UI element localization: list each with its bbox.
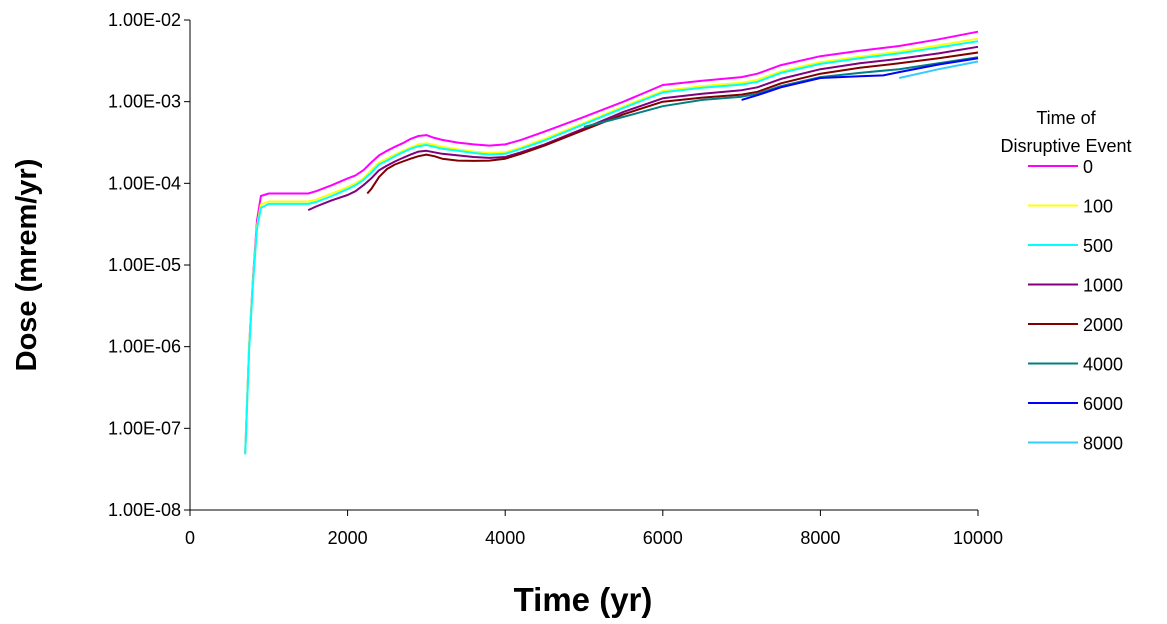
x-tick-label: 2000 (328, 528, 368, 548)
y-tick-label: 1.00E-02 (108, 10, 181, 30)
legend-label: 4000 (1083, 355, 1123, 375)
y-tick-label: 1.00E-07 (108, 418, 181, 438)
series-line-2000 (366, 51, 979, 195)
series-line-100 (244, 37, 979, 453)
x-tick-label: 4000 (485, 528, 525, 548)
series-line-4000 (583, 56, 979, 128)
legend-label: 0 (1083, 157, 1093, 177)
legend-item-100: 100 (1028, 197, 1113, 217)
legend-item-0: 0 (1028, 157, 1093, 177)
legend-item-4000: 4000 (1028, 355, 1123, 375)
legend-label: 6000 (1083, 394, 1123, 414)
legend-item-2000: 2000 (1028, 315, 1123, 335)
series-lines (244, 30, 979, 455)
x-tick-label: 10000 (953, 528, 1003, 548)
legend-label: 1000 (1083, 276, 1123, 296)
legend-label: 2000 (1083, 315, 1123, 335)
legend-item-8000: 8000 (1028, 434, 1123, 454)
series-line-6000 (741, 57, 979, 101)
x-ticks: 0 2000 4000 6000 8000 10000 (185, 510, 1003, 548)
legend-label: 8000 (1083, 434, 1123, 454)
y-tick-label: 1.00E-03 (108, 92, 181, 112)
legend-label: 100 (1083, 197, 1113, 217)
legend-item-1000: 1000 (1028, 276, 1123, 296)
legend: Time of Disruptive Event 0 100 500 1000 2000… (1000, 108, 1131, 454)
x-tick-label: 8000 (800, 528, 840, 548)
y-tick-label: 1.00E-06 (108, 337, 181, 357)
legend-item-6000: 6000 (1028, 394, 1123, 414)
axes (189, 20, 978, 511)
legend-items: 0 100 500 1000 2000 4000 6000 8000 (1028, 157, 1123, 454)
y-tick-label: 1.00E-05 (108, 255, 181, 275)
x-tick-label: 0 (185, 528, 195, 548)
legend-title-line-2: Disruptive Event (1000, 136, 1131, 156)
y-axis-title: Dose (mrem/yr) (11, 159, 43, 372)
series-line-1000 (307, 45, 979, 212)
legend-item-500: 500 (1028, 236, 1113, 256)
series-line-500 (244, 40, 979, 455)
legend-label: 500 (1083, 236, 1113, 256)
series-line-0 (244, 30, 979, 453)
y-tick-label: 1.00E-08 (108, 500, 181, 520)
y-tick-label: 1.00E-04 (108, 173, 181, 193)
x-axis-title: Time (yr) (514, 581, 653, 618)
y-ticks: 1.00E-08 1.00E-07 1.00E-06 1.00E-05 1.00E-04… (108, 10, 190, 520)
x-tick-label: 6000 (643, 528, 683, 548)
series-line-8000 (898, 60, 979, 79)
legend-title-line-1: Time of (1036, 108, 1096, 128)
